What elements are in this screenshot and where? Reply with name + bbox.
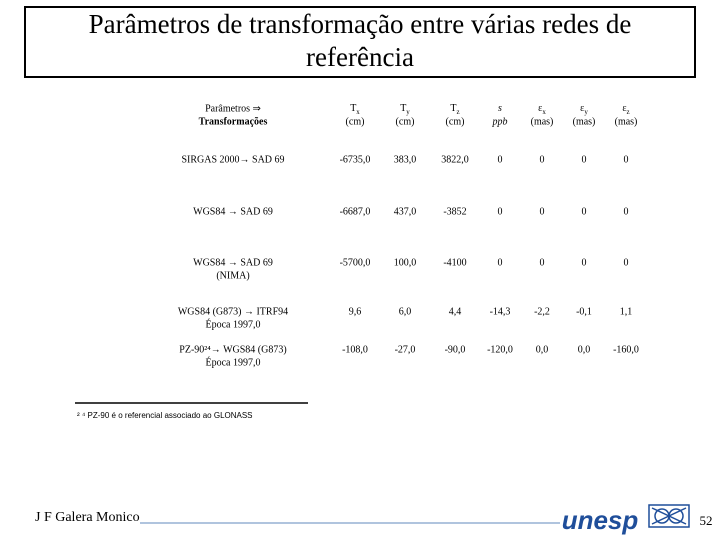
table-cell: 0 [624, 154, 629, 165]
column-unit: (cm) [346, 116, 365, 127]
table-cell: -3852 [443, 206, 466, 217]
table-cell: 0 [540, 154, 545, 165]
column-symbol: εx [538, 103, 546, 115]
title: Parâmetros de transformação entre várias… [89, 9, 632, 39]
title-box [24, 6, 696, 78]
table-cell: 0 [624, 206, 629, 217]
table-cell: 3822,0 [441, 154, 469, 165]
table-cell: -160,0 [613, 344, 639, 355]
subscript: y [584, 108, 588, 116]
table-cell: -14,3 [490, 306, 511, 317]
table-cell: 0 [540, 206, 545, 217]
author: J F Galera Monico [35, 510, 140, 525]
subscript: x [542, 108, 546, 116]
column-symbol: Tx [350, 103, 360, 115]
column-unit: (mas) [573, 116, 596, 127]
table-cell: 0,0 [536, 344, 549, 355]
table-cell: 437,0 [394, 206, 417, 217]
table-cell: 0,0 [578, 344, 591, 355]
row-label: WGS84 → SAD 69 [193, 257, 273, 268]
column-symbol: εy [580, 103, 588, 115]
table-cell: -2,2 [534, 306, 550, 317]
row-label: PZ-90²⁴→ WGS84 (G873) [179, 344, 286, 355]
subscript: x [356, 108, 360, 116]
table-cell: 0 [582, 257, 587, 268]
column-unit: ppb [492, 116, 508, 127]
table-cell: 0 [582, 154, 587, 165]
symbol: T [400, 103, 406, 114]
table-cell: -27,0 [395, 344, 416, 355]
column-symbol: Ty [400, 103, 410, 115]
table-cell: -120,0 [487, 344, 513, 355]
page-number: 52 [700, 513, 713, 528]
column-unit: (mas) [531, 116, 554, 127]
table-cell: 6,0 [399, 306, 412, 317]
column-unit: (cm) [396, 116, 415, 127]
row-label: WGS84 → SAD 69 [193, 206, 273, 217]
row-label: WGS84 (G873) → ITRF94 [178, 306, 288, 317]
table-cell: 0 [498, 206, 503, 217]
table-cell: 383,0 [394, 154, 417, 165]
column-unit: (mas) [615, 116, 638, 127]
table-cell: -108,0 [342, 344, 368, 355]
column-symbol: Tz [450, 103, 459, 115]
symbol: ε [622, 103, 626, 114]
table-cell: -90,0 [445, 344, 466, 355]
table-cell: 0 [624, 257, 629, 268]
column-symbol: s [498, 103, 502, 114]
title: referência [306, 42, 414, 72]
corner-label: Parâmetros ⇒ [205, 103, 261, 114]
table-cell: -0,1 [576, 306, 592, 317]
row-label: Época 1997,0 [206, 356, 261, 368]
footnote: ² ⁴ PZ-90 é o referencial associado ao G… [77, 411, 253, 420]
row-label: (NIMA) [216, 270, 249, 281]
subscript: y [406, 108, 410, 116]
column-symbol: εz [622, 103, 629, 115]
symbol: T [350, 103, 356, 114]
logo-icon [648, 504, 690, 528]
row-label: Época 1997,0 [206, 318, 261, 330]
table-cell: 100,0 [394, 257, 417, 268]
table-cell: 4,4 [449, 306, 462, 317]
table-cell: 1,1 [620, 306, 633, 317]
symbol: s [498, 103, 502, 114]
subscript: z [457, 108, 460, 116]
table-cell: -5700,0 [340, 257, 371, 268]
symbol: ε [538, 103, 542, 114]
table-cell: 9,6 [349, 306, 362, 317]
row-label: SIRGAS 2000→ SAD 69 [181, 154, 284, 165]
table-cell: -4100 [443, 257, 466, 268]
logo-text: unesp [562, 505, 639, 535]
corner-label: Transformações [199, 116, 268, 127]
table-cell: 0 [498, 257, 503, 268]
symbol: ε [580, 103, 584, 114]
subscript: z [627, 108, 630, 116]
table-cell: -6687,0 [340, 206, 371, 217]
table-cell: -6735,0 [340, 154, 371, 165]
table-cell: 0 [582, 206, 587, 217]
table-cell: 0 [540, 257, 545, 268]
table-cell: 0 [498, 154, 503, 165]
symbol: T [450, 103, 456, 114]
column-unit: (cm) [446, 116, 465, 127]
